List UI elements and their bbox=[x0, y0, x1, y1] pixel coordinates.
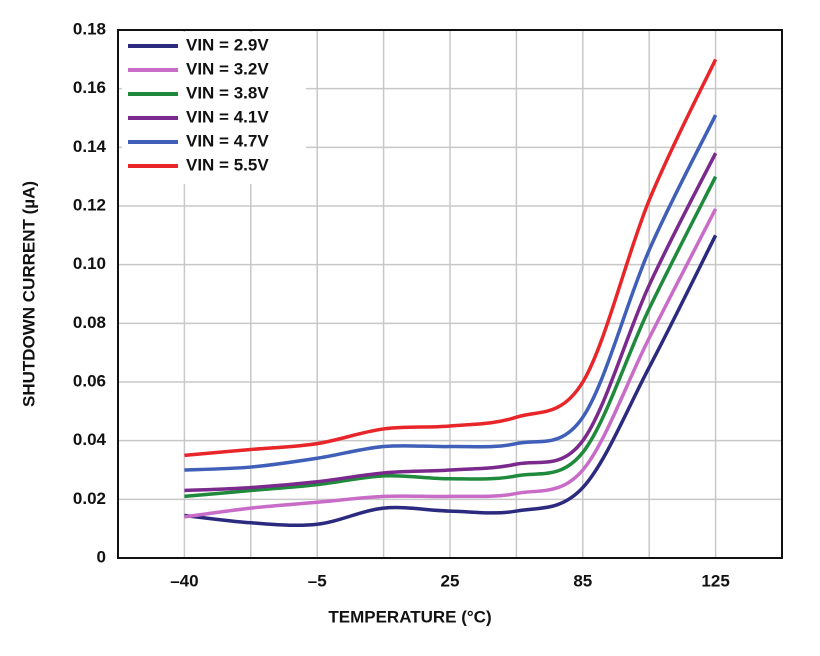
legend-label: VIN = 4.7V bbox=[186, 131, 269, 150]
series-line bbox=[184, 152, 718, 493]
x-tick-label: 85 bbox=[573, 571, 592, 590]
x-axis-label: TEMPERATURE (°C) bbox=[328, 607, 491, 626]
legend-label: VIN = 4.1V bbox=[186, 107, 269, 126]
y-axis-label: SHUTDOWN CURRENT (µA) bbox=[19, 181, 38, 407]
y-tick-label: 0.16 bbox=[73, 78, 106, 97]
series-line bbox=[184, 208, 718, 519]
y-tick-label: 0.08 bbox=[73, 313, 106, 332]
y-tick-label: 0.10 bbox=[73, 254, 106, 273]
x-tick-label: –40 bbox=[170, 571, 198, 590]
y-tick-label: 0.14 bbox=[73, 137, 107, 156]
legend: VIN = 2.9V VIN = 3.2V VIN = 3.8V VIN = 4.1V… bbox=[122, 32, 306, 184]
x-tick-label: –5 bbox=[308, 571, 327, 590]
series-line bbox=[184, 175, 718, 499]
series-line bbox=[184, 234, 718, 528]
series-line bbox=[184, 58, 718, 458]
legend-label: VIN = 5.5V bbox=[186, 155, 269, 174]
x-tick-label: 25 bbox=[441, 571, 460, 590]
legend-box bbox=[122, 32, 306, 184]
series-line bbox=[184, 114, 718, 472]
plot-frame bbox=[117, 29, 783, 559]
y-tick-label: 0.04 bbox=[73, 430, 107, 449]
legend-label: VIN = 3.8V bbox=[186, 83, 269, 102]
y-tick-label: 0 bbox=[97, 547, 106, 566]
y-tick-label: 0.02 bbox=[73, 489, 106, 508]
x-tick-label: 125 bbox=[701, 571, 729, 590]
y-tick-label: 0.06 bbox=[73, 371, 106, 390]
legend-label: VIN = 3.2V bbox=[186, 59, 269, 78]
y-tick-label: 0.18 bbox=[73, 19, 106, 38]
y-tick-label: 0.12 bbox=[73, 195, 106, 214]
legend-label: VIN = 2.9V bbox=[186, 35, 269, 54]
